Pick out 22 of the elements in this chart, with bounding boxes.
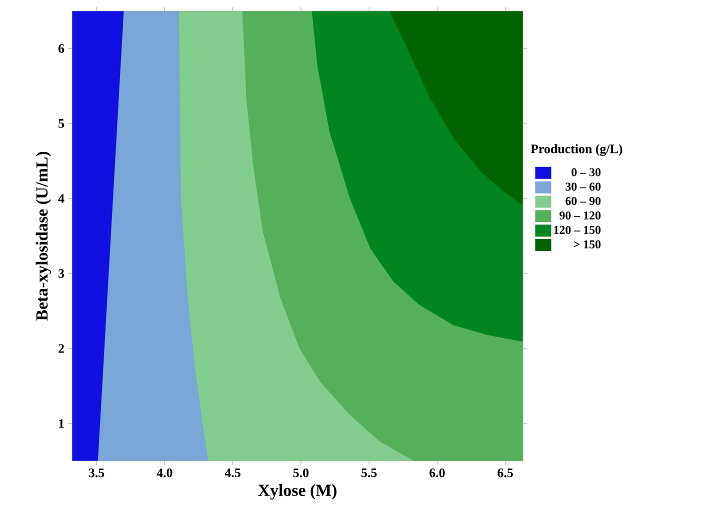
- legend-label: 120 – 150: [554, 226, 601, 234]
- y-tick-label: 3: [58, 269, 64, 278]
- x-tick-label: 6.5: [498, 468, 513, 478]
- legend-label: 60 – 90: [566, 197, 601, 206]
- x-axis-title: Xylose (M): [258, 484, 336, 500]
- x-tick-label: 4.0: [156, 468, 172, 478]
- legend-label: 90 – 120: [560, 211, 601, 220]
- y-tick-label: 1: [59, 419, 64, 428]
- y-tick-label: 2: [58, 344, 64, 353]
- x-tick-label: 4.5: [224, 468, 240, 478]
- legend-label: 30 – 60: [566, 182, 601, 191]
- y-tick-label: 5: [58, 119, 64, 128]
- legend-label: 0 – 30: [572, 168, 601, 176]
- y-tick-label: 4: [58, 194, 64, 203]
- x-tick-label: 5.0: [293, 468, 309, 478]
- x-tick-label: 5.5: [361, 468, 377, 478]
- x-tick-label: 3.5: [88, 468, 104, 478]
- x-tick-label: 6.0: [430, 468, 445, 478]
- y-tick-label: 6: [58, 44, 64, 53]
- y-axis-title: Beta-xylosidase (U/mL): [36, 152, 52, 321]
- legend-label: > 150: [574, 240, 601, 248]
- legend-title: Production (g/L): [530, 144, 622, 156]
